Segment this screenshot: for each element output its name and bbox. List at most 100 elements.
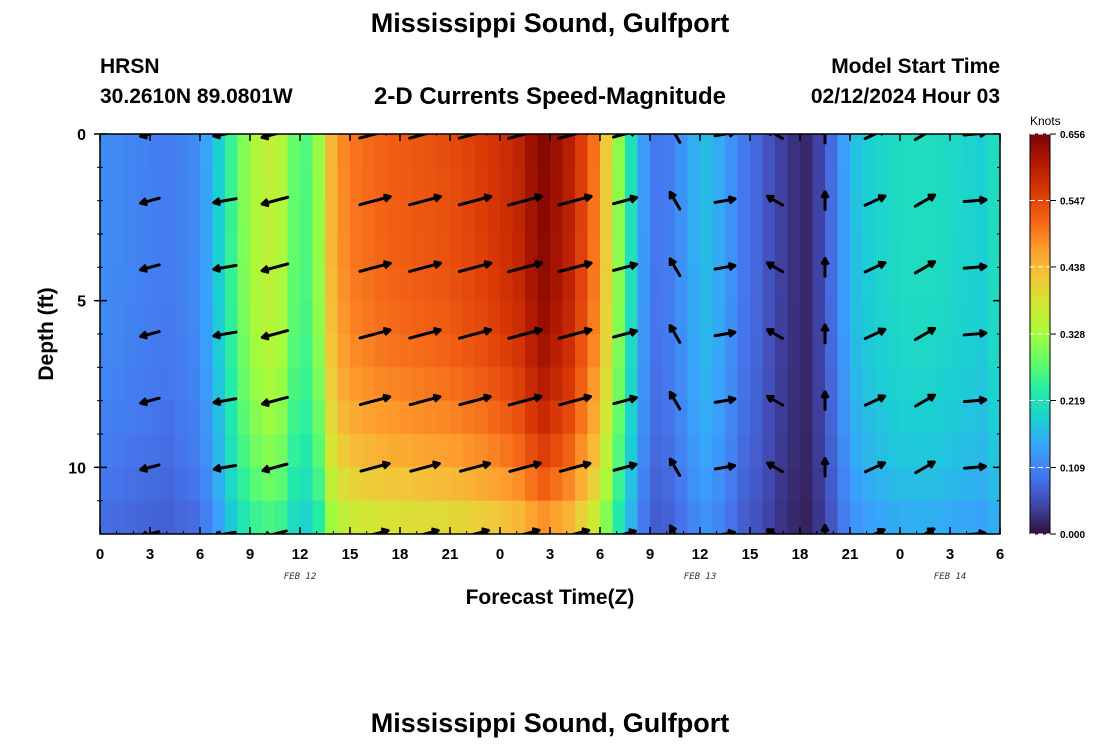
heatmap-cell <box>488 334 501 368</box>
heatmap-cell <box>975 434 988 468</box>
arrow-head <box>670 126 676 133</box>
heatmap-cell <box>975 334 988 368</box>
heatmap-cell <box>988 367 1001 401</box>
heatmap-cell <box>650 434 663 468</box>
heatmap-cell <box>313 234 326 268</box>
heatmap-cell <box>125 401 138 435</box>
x-tick-label: 0 <box>896 546 904 563</box>
heatmap-cell <box>113 401 126 435</box>
heatmap-cell <box>550 434 563 468</box>
heatmap-cell <box>563 434 576 468</box>
heatmap-cell <box>488 467 501 501</box>
heatmap-cell <box>500 367 513 401</box>
heatmap-cell <box>463 467 476 501</box>
heatmap-cell <box>763 334 776 368</box>
heatmap-cell <box>150 467 163 501</box>
heatmap-cell <box>388 334 401 368</box>
heatmap-cell <box>638 434 651 468</box>
heatmap-cell <box>125 334 138 368</box>
heatmap-cell <box>625 467 638 501</box>
heatmap-cell <box>263 367 276 401</box>
heatmap-cell <box>538 267 551 301</box>
heatmap-cell <box>750 301 763 335</box>
heatmap-cell <box>688 167 701 201</box>
heatmap-cell <box>563 367 576 401</box>
heatmap-cell <box>138 334 151 368</box>
heatmap-cell <box>400 434 413 468</box>
heatmap-cell <box>638 501 651 535</box>
heatmap-cell <box>975 167 988 201</box>
heatmap-cell <box>425 201 438 235</box>
heatmap-cell <box>538 401 551 435</box>
heatmap-cell <box>513 467 526 501</box>
heatmap-cell <box>275 267 288 301</box>
heatmap-cell <box>613 467 626 501</box>
heatmap-cell <box>713 201 726 235</box>
heatmap-cell <box>125 367 138 401</box>
heatmap-cell <box>600 134 613 168</box>
heatmap-cell <box>188 401 201 435</box>
heatmap-cell <box>713 501 726 535</box>
heatmap-cell <box>950 301 963 335</box>
heatmap-cell <box>550 501 563 535</box>
heatmap-cell <box>288 234 301 268</box>
heatmap-cell <box>738 267 751 301</box>
heatmap-cell <box>675 501 688 535</box>
heatmap-cell <box>475 467 488 501</box>
heatmap-cell <box>138 201 151 235</box>
heatmap-cell <box>963 234 976 268</box>
heatmap-cell <box>363 434 376 468</box>
heatmap-cell <box>338 334 351 368</box>
heatmap-cell <box>650 234 663 268</box>
heatmap-cell <box>100 367 113 401</box>
heatmap-cell <box>325 367 338 401</box>
heatmap-cell <box>700 234 713 268</box>
heatmap-cell <box>113 434 126 468</box>
heatmap-cell <box>213 167 226 201</box>
heatmap-cell <box>538 467 551 501</box>
heatmap-cell <box>550 167 563 201</box>
heatmap-cell <box>138 267 151 301</box>
heatmap-cell <box>650 501 663 535</box>
heatmap-cell <box>288 367 301 401</box>
heatmap-cell <box>750 234 763 268</box>
heatmap-cell <box>338 367 351 401</box>
heatmap-cell <box>900 301 913 335</box>
heatmap-cell <box>575 467 588 501</box>
heatmap-cell <box>738 167 751 201</box>
x-tick-label: 18 <box>792 546 809 563</box>
heatmap-cell <box>213 301 226 335</box>
heatmap-cell <box>188 434 201 468</box>
heatmap-cell <box>888 401 901 435</box>
heatmap-cell <box>325 467 338 501</box>
heatmap-cell <box>250 367 263 401</box>
heatmap-cell <box>463 401 476 435</box>
heatmap-cell <box>138 434 151 468</box>
heatmap-cell <box>825 267 838 301</box>
heatmap-cell <box>850 301 863 335</box>
colorbar-tick-label: 0.656 <box>1060 130 1085 141</box>
heatmap-cell <box>700 334 713 368</box>
heatmap-cell <box>863 167 876 201</box>
heatmap-cell <box>613 301 626 335</box>
heatmap-cell <box>888 134 901 168</box>
heatmap-cell <box>150 434 163 468</box>
heatmap-cell <box>513 367 526 401</box>
heatmap-cell <box>425 134 438 168</box>
heatmap-cell <box>650 401 663 435</box>
heatmap-cell <box>500 234 513 268</box>
arrow-head <box>822 125 829 131</box>
heatmap-cell <box>463 334 476 368</box>
heatmap-cell <box>913 301 926 335</box>
heatmap-cell <box>800 401 813 435</box>
heatmap-cell <box>763 134 776 168</box>
heatmap-cell <box>788 501 801 535</box>
heatmap-cell <box>413 434 426 468</box>
heatmap-cell <box>538 134 551 168</box>
date-label: FEB 12 <box>284 572 317 582</box>
heatmap-cell <box>875 134 888 168</box>
heatmap-cell <box>888 367 901 401</box>
heatmap-cell <box>225 167 238 201</box>
heatmap-cell <box>200 334 213 368</box>
colorbar-tick-label: 0.219 <box>1060 396 1085 407</box>
